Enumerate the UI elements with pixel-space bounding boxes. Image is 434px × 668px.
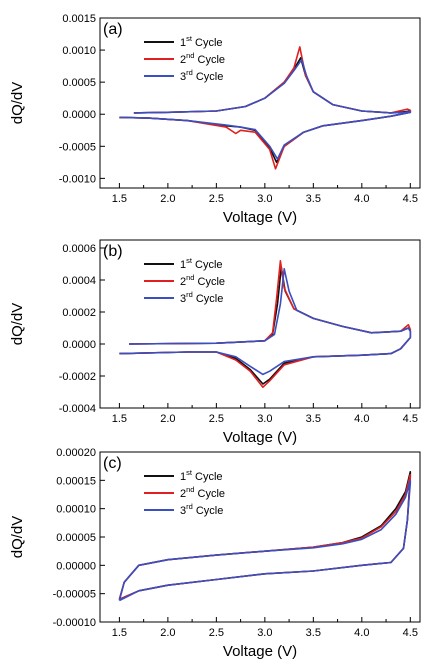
legend-label-1: 1st Cycle <box>180 468 223 483</box>
series-line-1 <box>119 57 412 164</box>
panel-label: (a) <box>103 21 123 38</box>
x-axis-label: Voltage (V) <box>223 209 297 226</box>
x-tick-label: 2.5 <box>209 193 224 205</box>
chart-panel-b: 1.5 2.0 2.5 3.0 3.5 4.0 4.5 0.0006 0.0004 0.0002 0… <box>9 239 421 446</box>
legend-label-2: 2nd Cycle <box>180 485 225 500</box>
x-tick-label: 1.5 <box>112 627 127 639</box>
y-tick-label: 0.0002 <box>62 307 96 319</box>
x-tick-label: 1.5 <box>112 193 127 205</box>
x-tick-label: 3.5 <box>306 413 321 425</box>
legend-label-2: 2nd Cycle <box>180 51 225 66</box>
y-tick-label: 0.0000 <box>62 109 96 121</box>
y-tick-label: -0.0005 <box>59 141 96 153</box>
y-tick-label: 0.0004 <box>62 275 96 287</box>
x-tick-label: 2.5 <box>209 627 224 639</box>
y-tick-label: 0.0005 <box>62 77 96 89</box>
y-tick-label: 0.00010 <box>56 504 96 516</box>
y-tick-label: 0.0006 <box>62 243 96 255</box>
legend-label-2: 2nd Cycle <box>180 273 225 288</box>
legend: 1st Cycle 2nd Cycle 3rd Cycle <box>144 468 225 517</box>
series-line-3 <box>119 58 412 160</box>
y-tick-label: 0.0000 <box>62 339 96 351</box>
plot-frame <box>99 239 421 409</box>
x-tick-label: 4.5 <box>403 413 418 425</box>
chart-panel-c: 1.5 2.0 2.5 3.0 3.5 4.0 4.5 0.00020 0.00015 0.000… <box>9 447 421 660</box>
y-tick-label: -0.0002 <box>59 371 96 383</box>
x-tick-label: 4.5 <box>403 193 418 205</box>
x-tick-label: 4.0 <box>354 193 369 205</box>
y-axis-label: dQ/dV <box>9 82 26 125</box>
legend: 1st Cycle 2nd Cycle 3rd Cycle <box>144 256 225 305</box>
x-tick-label: 2.0 <box>160 193 175 205</box>
panel-label: (b) <box>103 243 123 260</box>
x-tick-label: 2.0 <box>160 413 175 425</box>
y-tick-label: 0.00020 <box>56 447 96 459</box>
legend-label-3: 3rd Cycle <box>180 68 223 83</box>
legend-label-1: 1st Cycle <box>180 256 223 271</box>
legend: 1st Cycle 2nd Cycle 3rd Cycle <box>144 34 225 83</box>
legend-label-3: 3rd Cycle <box>180 502 223 517</box>
x-tick-label: 2.5 <box>209 413 224 425</box>
x-tick-label: 3.5 <box>306 193 321 205</box>
series-line-1 <box>119 266 412 385</box>
x-tick-label: 3.0 <box>257 413 272 425</box>
y-tick-label: -0.00005 <box>53 589 96 601</box>
plot-frame <box>99 451 421 623</box>
chart-panel-a: 1.5 2.0 2.5 3.0 3.5 4.0 4.5 0.0015 0.0010 0.0005 0… <box>9 13 421 226</box>
legend-label-1: 1st Cycle <box>180 34 223 49</box>
series-line-2 <box>119 260 412 388</box>
x-tick-label: 3.5 <box>306 627 321 639</box>
panel-label: (c) <box>103 455 122 472</box>
x-tick-label: 4.0 <box>354 627 369 639</box>
y-tick-label: -0.0010 <box>59 173 96 185</box>
y-tick-label: 0.0015 <box>62 13 96 25</box>
series-line-3 <box>118 479 412 602</box>
x-tick-label: 2.0 <box>160 627 175 639</box>
y-tick-label: 0.0010 <box>62 45 96 57</box>
x-axis-label: Voltage (V) <box>223 643 297 660</box>
x-axis-label: Voltage (V) <box>223 429 297 446</box>
plot-frame <box>99 17 421 189</box>
series-line-3 <box>119 268 412 376</box>
y-tick-label: -0.0004 <box>59 403 96 415</box>
x-tick-label: 3.0 <box>257 193 272 205</box>
x-tick-label: 4.5 <box>403 627 418 639</box>
series-line-2 <box>119 46 412 170</box>
legend-label-3: 3rd Cycle <box>180 290 223 305</box>
x-tick-label: 1.5 <box>112 413 127 425</box>
y-tick-label: 0.00005 <box>56 532 96 544</box>
y-axis-label: dQ/dV <box>9 516 26 559</box>
y-tick-label: -0.00010 <box>53 617 96 629</box>
x-tick-label: 4.0 <box>354 413 369 425</box>
y-tick-label: 0.00000 <box>56 560 96 572</box>
x-tick-label: 3.0 <box>257 627 272 639</box>
y-tick-label: 0.00015 <box>56 475 96 487</box>
y-axis-label: dQ/dV <box>9 303 26 346</box>
